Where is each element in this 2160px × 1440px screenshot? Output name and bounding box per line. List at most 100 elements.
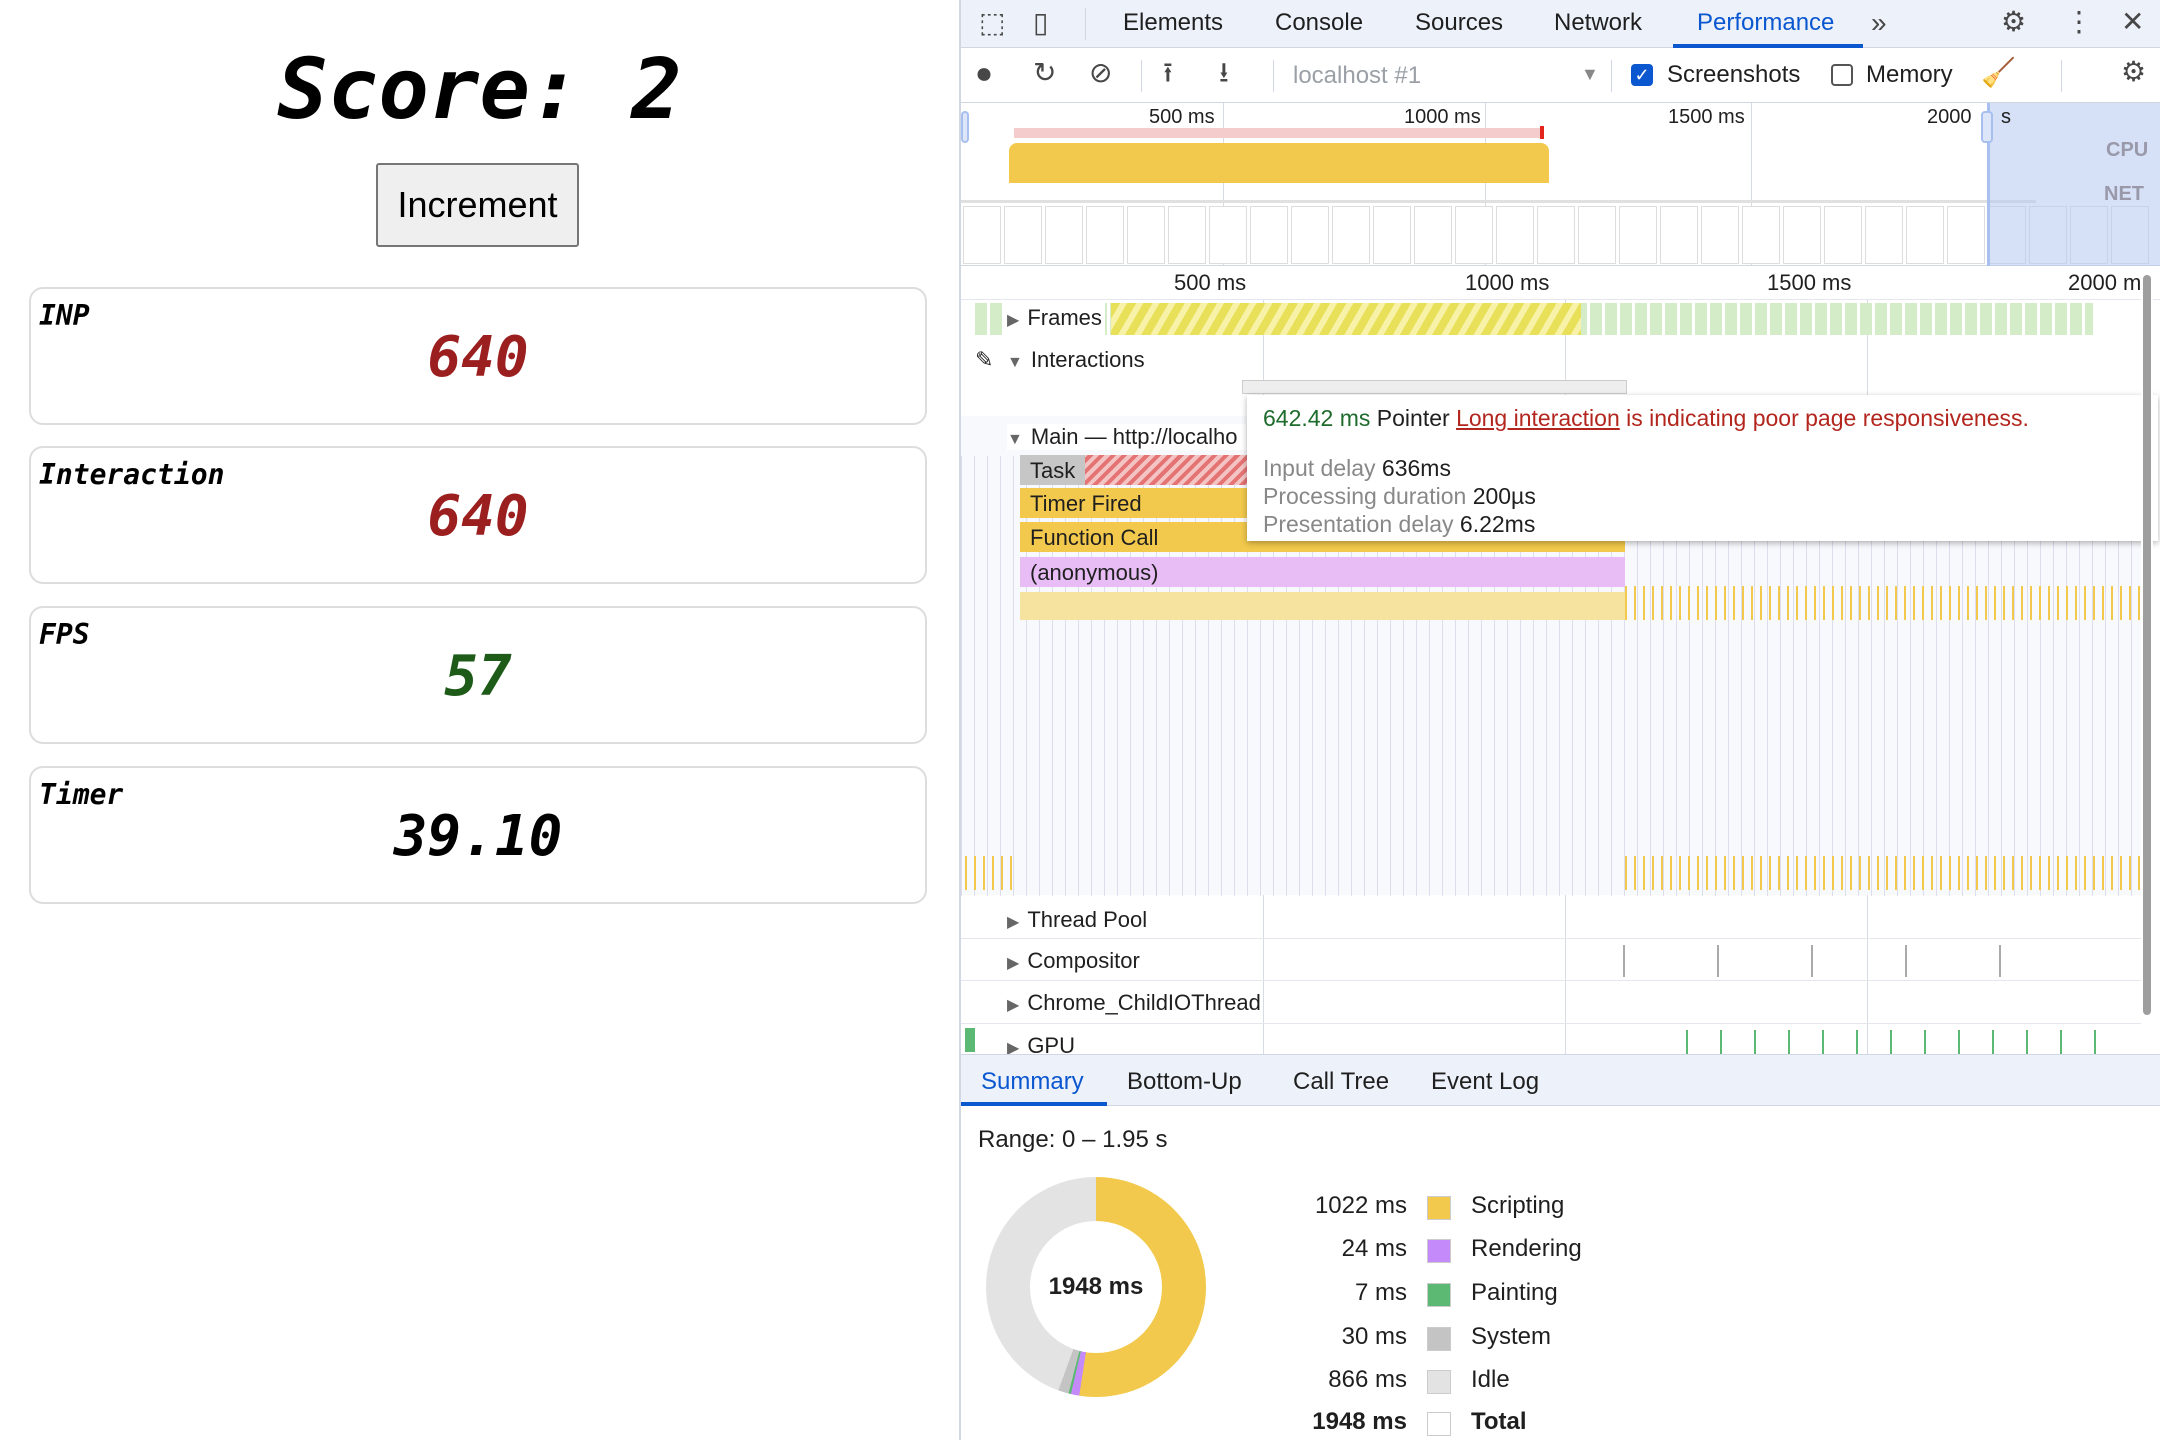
close-icon[interactable]: ✕: [2121, 6, 2145, 37]
screenshot-thumbnail: [1455, 206, 1493, 264]
tab-sources[interactable]: Sources: [1415, 9, 1504, 36]
more-options-icon[interactable]: ⋮: [2065, 6, 2093, 37]
long-task-bar: [1014, 128, 1542, 138]
legend-label: Scripting: [1471, 1192, 1565, 1219]
target-select[interactable]: localhost #1: [1293, 62, 1422, 89]
overview-tick-suffix: s: [2001, 106, 2011, 128]
gpu-track[interactable]: ▶ GPU: [961, 1025, 2141, 1054]
chevron-down-icon[interactable]: ▼: [1581, 64, 1599, 84]
performance-toolbar: ⏺ ↻ ⊘ ⭱ ⭳ localhost #1 ▼ ✓ Screenshots M…: [961, 48, 2160, 103]
screenshot-thumbnail: [963, 206, 1001, 264]
interactions-label: ▼ Interactions: [1007, 347, 1145, 372]
cpu-label: CPU: [2106, 139, 2149, 161]
clear-icon[interactable]: ⊘: [1089, 57, 1113, 88]
donut-total: 1948 ms: [1030, 1221, 1162, 1353]
ruler-tick: 1000 ms: [1465, 270, 1550, 295]
selection-mask: [1987, 103, 2160, 266]
timeline-scrollbar[interactable]: [2143, 275, 2151, 1015]
tab-performance[interactable]: Performance: [1697, 9, 1835, 36]
legend-label: Painting: [1471, 1279, 1558, 1306]
tab-network[interactable]: Network: [1554, 9, 1643, 36]
tab-summary[interactable]: Summary: [981, 1068, 1084, 1095]
tab-elements[interactable]: Elements: [1123, 9, 1224, 36]
flame-children[interactable]: [1020, 592, 1625, 620]
overview-tick: 1500 ms: [1668, 106, 1745, 128]
tooltip-duration: 642.42 ms: [1263, 405, 1371, 431]
screenshots-strip: [963, 206, 2160, 264]
tab-call-tree[interactable]: Call Tree: [1293, 1068, 1390, 1095]
screenshot-thumbnail: [1660, 206, 1698, 264]
tab-event-log[interactable]: Event Log: [1431, 1068, 1540, 1095]
settings-gear-icon[interactable]: ⚙: [2001, 6, 2027, 37]
tooltip-row: Presentation delay 6.22ms: [1263, 511, 1536, 537]
memory-checkbox[interactable]: [1831, 64, 1853, 86]
overview-tick: 1000 ms: [1404, 106, 1481, 128]
ruler-tick: 500 ms: [1174, 270, 1247, 295]
screenshot-thumbnail: [1865, 206, 1903, 264]
card-label: Timer: [39, 778, 124, 811]
capture-settings-icon[interactable]: ⚙: [2121, 56, 2147, 87]
tab-bottom-up[interactable]: Bottom-Up: [1127, 1068, 1242, 1095]
legend-swatch: [1427, 1327, 1451, 1351]
legend-label: Total: [1471, 1408, 1527, 1435]
more-tabs-icon[interactable]: »: [1871, 7, 1887, 38]
frames-track[interactable]: ▶ Frames: [961, 300, 2141, 338]
interactions-track[interactable]: ✎ ▼ Interactions: [961, 342, 2141, 400]
net-label: NET: [2104, 183, 2144, 205]
legend-value: 30 ms: [1341, 1323, 1407, 1350]
download-icon[interactable]: ⭳: [1219, 57, 1229, 88]
timer-card: Timer 39.10: [29, 766, 927, 904]
device-toolbar-icon[interactable]: ▯: [1033, 7, 1049, 38]
tooltip-row: Processing duration 200µs: [1263, 483, 1536, 509]
legend-label: System: [1471, 1323, 1552, 1350]
compositor-track[interactable]: ▶ Compositor: [961, 940, 2141, 981]
long-interaction-link[interactable]: Long interaction: [1456, 405, 1620, 431]
legend-value: 866 ms: [1328, 1366, 1407, 1393]
flame-anonymous[interactable]: (anonymous): [1020, 557, 1625, 587]
legend-value: 1022 ms: [1314, 1192, 1407, 1219]
screenshots-label: Screenshots: [1667, 61, 1801, 88]
screenshot-thumbnail: [1947, 206, 1985, 264]
increment-button[interactable]: Increment: [376, 163, 579, 247]
main-track-label: ▼ Main — http://localho: [1007, 424, 1246, 450]
legend-swatch: [1427, 1196, 1451, 1220]
selection-handle-right[interactable]: [1981, 111, 1993, 143]
timeline-overview[interactable]: 500 ms 1000 ms 1500 ms 2000 s CPU NET: [961, 103, 2160, 266]
screenshot-thumbnail: [1783, 206, 1821, 264]
edit-pencil-icon[interactable]: ✎: [975, 347, 994, 372]
interaction-card: Interaction 640: [29, 446, 927, 584]
summary-range: Range: 0 – 1.95 s: [978, 1126, 1168, 1153]
screenshot-thumbnail: [1332, 206, 1370, 264]
record-icon[interactable]: ⏺: [977, 58, 992, 89]
upload-icon[interactable]: ⭱: [1163, 57, 1173, 88]
card-value: 39.10: [393, 804, 563, 869]
screenshot-thumbnail: [1291, 206, 1329, 264]
broom-icon[interactable]: 🧹: [1981, 57, 2016, 88]
cpu-scripting-area: [1009, 143, 1549, 183]
selection-handle-left[interactable]: [961, 111, 969, 143]
card-value: 57: [444, 644, 512, 709]
legend-swatch: [1427, 1283, 1451, 1307]
card-label: INP: [39, 299, 90, 332]
overview-tick: 500 ms: [1149, 106, 1215, 128]
child-io-thread-track[interactable]: ▶ Chrome_ChildIOThread: [961, 982, 2141, 1024]
inspect-element-icon[interactable]: ⬚: [979, 7, 1006, 38]
legend-swatch: [1427, 1239, 1451, 1263]
screenshot-thumbnail: [1906, 206, 1944, 264]
summary-donut-chart: 1948 ms: [986, 1177, 1206, 1397]
screenshot-thumbnail: [1701, 206, 1739, 264]
legend-label: Idle: [1471, 1366, 1510, 1393]
tab-console[interactable]: Console: [1275, 9, 1364, 36]
screenshots-checkbox[interactable]: ✓: [1631, 64, 1653, 86]
interaction-bar[interactable]: [1242, 380, 1627, 394]
active-tab-indicator: [1673, 44, 1863, 48]
inp-card: INP 640: [29, 287, 927, 425]
legend-swatch: [1427, 1412, 1451, 1436]
screenshot-thumbnail: [1250, 206, 1288, 264]
thread-pool-track[interactable]: ▶ Thread Pool: [961, 899, 2141, 939]
tooltip-message: is indicating poor page responsiveness.: [1619, 405, 2029, 431]
interaction-tooltip: 642.42 ms Pointer Long interaction is in…: [1247, 395, 2158, 541]
screenshot-thumbnail: [1086, 206, 1124, 264]
devtools-tabbar: ⬚ ▯ Elements Console Sources Network Per…: [961, 0, 2160, 48]
reload-record-icon[interactable]: ↻: [1033, 57, 1057, 88]
